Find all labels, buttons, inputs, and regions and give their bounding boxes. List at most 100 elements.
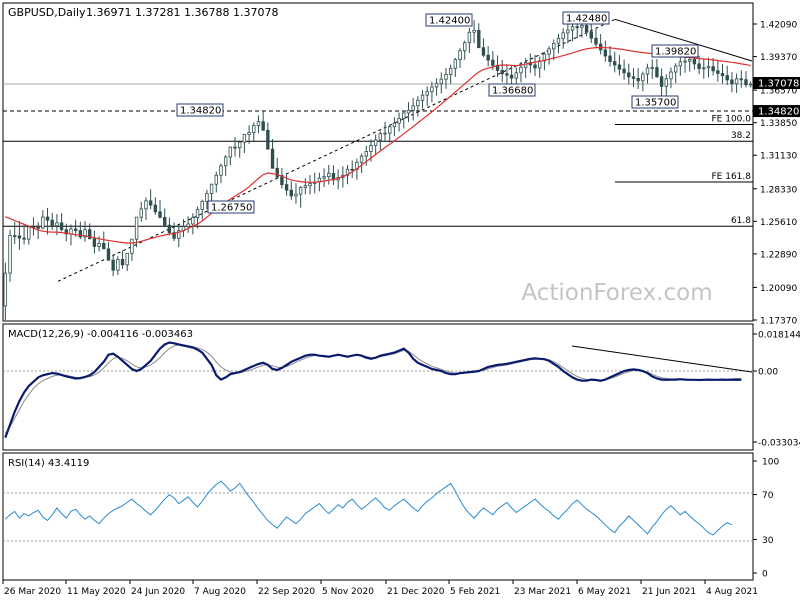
candle-body xyxy=(486,54,490,61)
x-tick-label: 7 Aug 2020 xyxy=(194,587,246,597)
candle-body xyxy=(308,183,312,187)
candle-body xyxy=(411,105,415,111)
candle-body xyxy=(214,174,218,185)
fib-extension-label: FE 161.8 xyxy=(712,172,752,182)
macd-panel: MACD(12,26,9) -0.004116 -0.003463 0.0181… xyxy=(2,323,800,451)
candle-body xyxy=(561,32,565,39)
rsi-panel: RSI(14) 43.4119 100 70 30 0 xyxy=(2,452,779,581)
candle-body xyxy=(622,68,626,74)
x-tick-label: 24 Jun 2020 xyxy=(131,587,185,597)
candle-body xyxy=(195,208,200,219)
candle-body xyxy=(744,79,748,86)
candle-body xyxy=(364,151,368,157)
x-tick-label: 23 Mar 2021 xyxy=(514,587,571,597)
candle-body xyxy=(388,126,392,134)
candle-body xyxy=(256,121,261,126)
support-trendline xyxy=(57,18,616,282)
candle-body xyxy=(547,48,551,55)
candle-body xyxy=(73,228,78,231)
price-annotation-box xyxy=(425,13,473,27)
candle-body xyxy=(83,229,87,238)
fib-retracement-label: 38.2 xyxy=(731,131,751,141)
candle-body xyxy=(36,226,40,229)
price-tick-label: 1.22890 xyxy=(760,250,797,260)
rsi-axis: 100 70 30 0 xyxy=(753,458,779,580)
rsi-tick-label: 70 xyxy=(762,491,774,501)
candle-body xyxy=(327,172,331,178)
candle-body xyxy=(172,232,176,239)
candle-body xyxy=(556,37,561,44)
moving-average-line xyxy=(5,46,751,244)
candle-body xyxy=(730,79,734,85)
candle-body xyxy=(566,29,570,34)
price-panel: GBPUSD,Daily 1.36971 1.37281 1.36788 1.3… xyxy=(2,2,800,327)
candle-body xyxy=(8,235,12,274)
candle-body xyxy=(584,25,589,33)
candle-body xyxy=(716,70,720,74)
candle-body xyxy=(500,70,504,75)
candle-body xyxy=(163,216,167,226)
rsi-tick-label: 100 xyxy=(762,458,779,468)
candle-body xyxy=(55,222,59,227)
x-tick-label: 6 May 2021 xyxy=(578,587,631,597)
candle-body xyxy=(589,31,593,39)
price-annotation-label: 1.36680 xyxy=(492,86,533,97)
candle-body xyxy=(102,242,106,250)
candle-body xyxy=(519,66,523,74)
candle-body xyxy=(88,229,92,240)
x-tick-label: 11 May 2020 xyxy=(67,587,126,597)
candle-body xyxy=(552,42,556,50)
candle-body xyxy=(636,77,640,82)
price-annotation-box xyxy=(631,95,679,109)
price-annotation-box xyxy=(176,103,224,117)
x-tick-label: 4 Aug 2021 xyxy=(706,587,758,597)
support-level-label: 1.34820 xyxy=(758,107,799,118)
candle-body xyxy=(617,64,622,70)
candle-body xyxy=(27,226,31,240)
rsi-tick-label: 0 xyxy=(762,570,768,580)
price-annotation-label: 1.26750 xyxy=(211,203,252,214)
current-price-box xyxy=(753,77,800,89)
candle-body xyxy=(383,132,387,135)
candle-body xyxy=(734,78,739,85)
candle-body xyxy=(252,125,256,133)
candle-body xyxy=(420,94,425,101)
candle-body xyxy=(120,259,125,266)
candle-body xyxy=(570,26,575,31)
price-annotation-label: 1.42400 xyxy=(429,16,470,27)
macd-axis: 0.018144 0.00 -0.033034 xyxy=(753,331,800,449)
candle-body xyxy=(350,168,354,171)
candle-body xyxy=(434,83,439,88)
candle-body xyxy=(467,31,472,44)
candle-body xyxy=(608,55,612,62)
candle-body xyxy=(397,118,401,124)
candle-body xyxy=(242,134,247,143)
macd-panel-frame xyxy=(2,323,754,451)
candle-body xyxy=(359,155,364,163)
candle-body xyxy=(200,200,204,210)
price-annotation-box xyxy=(488,83,536,97)
reference-lines: 1.34820 FE 100.0 38.2 FE 161.8 61.8 xyxy=(3,83,800,227)
x-tick-label: 21 Dec 2020 xyxy=(387,587,445,597)
candle-body xyxy=(139,208,143,218)
candle-body xyxy=(491,59,495,66)
candle-body xyxy=(458,50,462,60)
candle-body xyxy=(322,176,326,179)
candle-body xyxy=(106,248,111,261)
price-annotation-box xyxy=(651,44,699,58)
fib-extension-label: FE 100.0 xyxy=(712,114,752,124)
x-tick-label: 5 Feb 2021 xyxy=(450,587,500,597)
candle-body xyxy=(655,67,659,78)
candle-body xyxy=(41,216,45,229)
candle-body xyxy=(50,219,54,227)
candle-body xyxy=(613,61,617,66)
price-tick-label: 1.31130 xyxy=(760,152,797,162)
price-tick-label: 1.36570 xyxy=(760,87,797,97)
x-tick-label: 21 Jun 2021 xyxy=(642,587,696,597)
candle-body xyxy=(345,168,350,176)
candle-body xyxy=(298,187,303,195)
candle-body xyxy=(64,229,68,235)
candle-body xyxy=(69,228,73,235)
candle-body xyxy=(177,230,181,239)
candle-body xyxy=(641,73,645,82)
